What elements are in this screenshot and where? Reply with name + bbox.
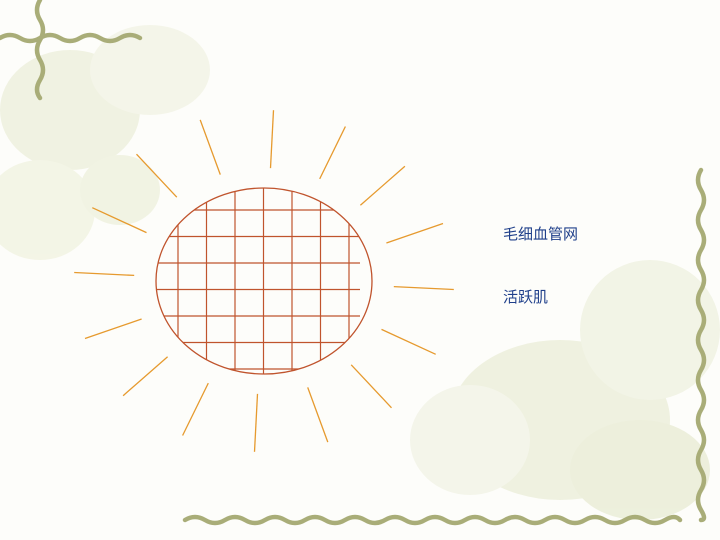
activity-ray [182,382,209,436]
background-flower-decoration [0,25,720,520]
vine-bottom-horizontal [182,514,683,526]
vine-frame [0,0,707,526]
activity-ray [350,364,392,409]
activity-ray [319,126,346,180]
active-muscle-label: 活跃肌 [503,288,549,306]
activity-ray [386,222,444,244]
activity-ray [136,153,178,198]
activity-ray [122,356,169,397]
activity-ray [92,207,147,234]
activity-ray [269,110,275,169]
activity-ray [381,328,436,355]
vine-top-left-vertical [34,0,46,101]
vine-top-left-horizontal [0,32,143,44]
vine-right-vertical [695,167,707,523]
capillary-network-label: 毛细血管网 [503,225,579,243]
activity-ray [359,165,406,206]
muscle-outline [155,187,373,375]
activity-ray [74,271,135,277]
activity-ray [253,393,259,452]
activity-ray [199,119,221,175]
activity-ray [393,285,454,291]
activity-rays [74,110,454,452]
activity-ray [307,387,329,443]
activity-ray [84,318,142,340]
capillary-grid [156,188,360,374]
